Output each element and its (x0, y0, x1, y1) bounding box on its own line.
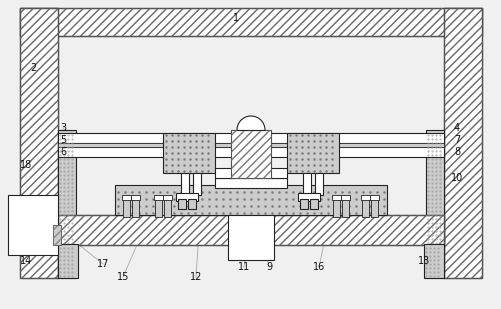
Bar (164, 199, 171, 217)
Bar (20, 8, 481, 36)
Bar (20, 8, 58, 278)
Bar (369, 195, 378, 200)
Text: 16: 16 (312, 262, 325, 272)
Bar (360, 195, 369, 200)
Bar (341, 199, 348, 217)
Text: 18: 18 (20, 160, 32, 170)
Text: 9: 9 (266, 262, 272, 272)
Text: 14: 14 (20, 256, 32, 266)
Bar (123, 199, 130, 217)
Text: 5: 5 (60, 135, 66, 145)
Bar (214, 178, 287, 188)
Text: 7: 7 (453, 135, 459, 145)
Bar (230, 130, 271, 178)
Bar (188, 199, 195, 209)
Bar (181, 173, 188, 195)
Text: 6: 6 (60, 147, 66, 157)
Bar (154, 195, 163, 200)
Bar (176, 193, 197, 201)
Bar (370, 199, 377, 217)
Bar (132, 199, 139, 217)
Bar (58, 215, 443, 245)
Text: 15: 15 (117, 272, 129, 282)
Text: 12: 12 (189, 272, 202, 282)
Bar (331, 195, 340, 200)
Bar (298, 193, 319, 201)
Text: 17: 17 (97, 259, 109, 269)
Bar (58, 215, 443, 245)
Bar (214, 168, 234, 178)
Bar (53, 225, 61, 245)
Bar (131, 195, 140, 200)
Text: 11: 11 (237, 262, 249, 272)
Text: 1: 1 (232, 13, 238, 23)
Bar (361, 199, 368, 217)
Text: 13: 13 (417, 256, 429, 266)
Bar (58, 130, 76, 278)
Bar (443, 8, 481, 278)
Bar (115, 185, 386, 215)
Bar (163, 133, 214, 173)
Bar (443, 8, 481, 278)
Text: 2: 2 (30, 63, 36, 73)
Text: 3: 3 (60, 123, 66, 133)
Bar (267, 168, 287, 178)
Bar (58, 147, 443, 157)
Bar (163, 195, 172, 200)
Bar (122, 195, 131, 200)
Text: 8: 8 (453, 147, 459, 157)
Bar (192, 173, 200, 195)
Bar (20, 8, 58, 278)
Bar (230, 130, 271, 178)
Bar (314, 173, 322, 195)
Bar (178, 199, 186, 209)
Bar (53, 225, 61, 245)
Bar (300, 199, 308, 209)
Bar (340, 195, 349, 200)
Bar (287, 133, 338, 173)
Bar (155, 199, 162, 217)
Bar (423, 244, 443, 278)
Bar (8, 195, 58, 255)
Bar (58, 143, 443, 147)
Bar (310, 199, 317, 209)
Bar (58, 133, 443, 143)
Text: 4: 4 (453, 123, 459, 133)
Bar (332, 199, 339, 217)
Bar (58, 244, 78, 278)
Bar (303, 173, 311, 195)
Bar (20, 8, 481, 36)
Bar (227, 215, 274, 260)
Text: 10: 10 (450, 173, 462, 183)
Bar (425, 130, 443, 278)
